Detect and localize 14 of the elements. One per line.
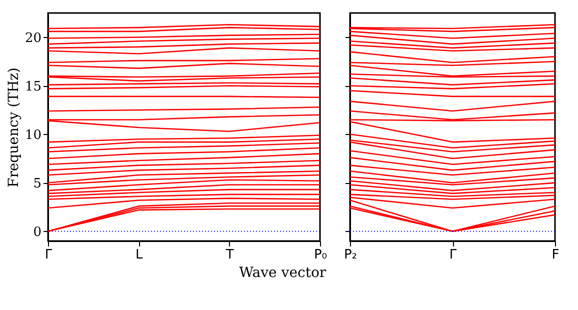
y-tick-label: 15 bbox=[24, 79, 42, 94]
x-tick-label: L bbox=[136, 248, 144, 262]
x-tick-label: Γ bbox=[44, 248, 53, 262]
y-tick-label: 0 bbox=[33, 224, 42, 240]
x-tick-label: T bbox=[224, 248, 234, 262]
x-tick-label: P₀ bbox=[314, 248, 328, 262]
y-axis-title: Frequency (THz) bbox=[6, 67, 22, 188]
y-tick-label: 20 bbox=[24, 30, 42, 46]
x-tick-label: Γ bbox=[449, 248, 458, 262]
y-tick-label: 5 bbox=[33, 176, 42, 192]
x-tick-label: F bbox=[552, 248, 560, 262]
x-axis-title: Wave vector bbox=[239, 264, 326, 281]
x-tick-label: P₂ bbox=[344, 248, 358, 262]
y-tick-label: 10 bbox=[24, 128, 42, 143]
